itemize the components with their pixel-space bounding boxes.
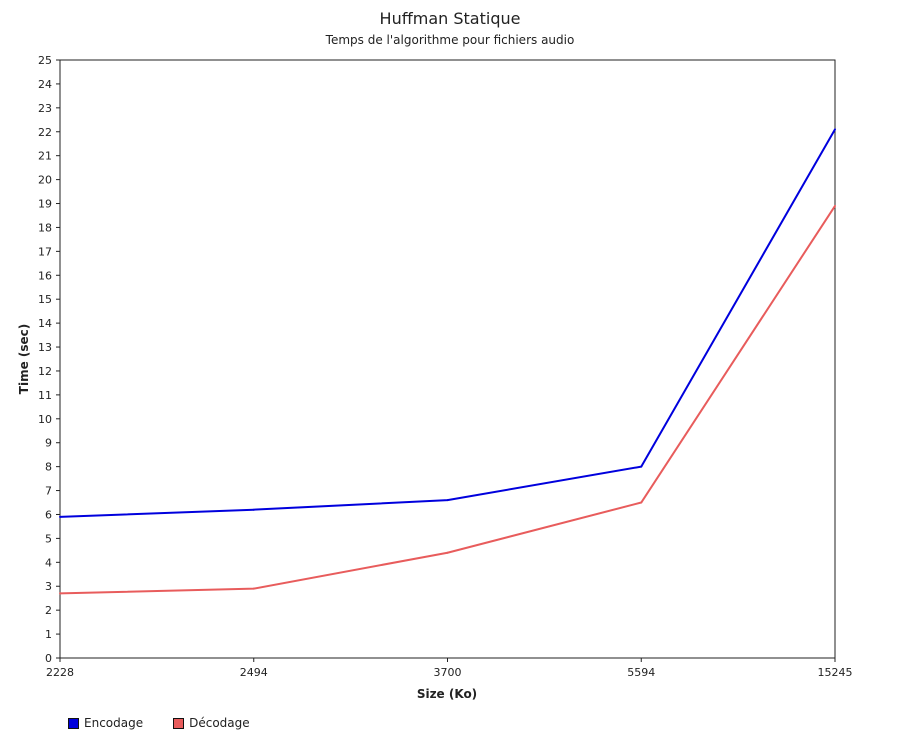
legend-item-encodage[interactable]: Encodage [68,716,143,730]
y-tick-label: 23 [38,102,52,115]
y-tick-label: 5 [45,532,52,545]
legend-swatch-encodage [68,717,79,729]
chart-title: Huffman Statique [380,9,521,28]
data-point[interactable] [446,499,449,502]
y-axis-title: Time (sec) [17,324,31,394]
y-tick-label: 21 [38,150,52,163]
chart-subtitle: Temps de l'algorithme pour fichiers audi… [325,33,575,47]
legend-item-decodage[interactable]: Décodage [173,716,250,730]
y-tick-label: 1 [45,628,52,641]
legend-label-decodage: Décodage [189,716,250,730]
x-tick-label: 3700 [434,666,462,679]
x-axis: 2228 2494 3700 5594 15245 [46,658,853,679]
data-point[interactable] [834,128,836,131]
series-line-1[interactable] [59,205,836,595]
y-tick-label: 19 [38,198,52,211]
plot-frame [59,59,836,659]
y-tick-label: 18 [38,221,52,234]
data-point[interactable] [446,551,449,554]
legend-swatch-decodage [173,717,185,729]
y-tick-label: 11 [38,389,52,402]
y-tick-label: 12 [38,365,52,378]
x-tick-label: 2228 [46,666,74,679]
y-axis: 0123456789101112131415161718192021222324… [38,54,60,665]
y-tick-label: 0 [45,652,52,665]
series-line-0[interactable] [59,128,836,518]
y-tick-label: 9 [45,437,52,450]
y-tick-label: 10 [38,413,52,426]
y-tick-label: 14 [38,317,52,330]
data-point[interactable] [834,204,836,207]
y-tick-label: 6 [45,508,52,521]
y-tick-label: 15 [38,293,52,306]
y-tick-label: 4 [45,556,52,569]
data-point[interactable] [640,465,643,468]
data-point[interactable] [640,501,643,504]
y-tick-label: 3 [45,580,52,593]
y-tick-label: 25 [38,54,52,67]
y-tick-label: 22 [38,126,52,139]
y-tick-label: 17 [38,245,52,258]
data-point[interactable] [252,508,255,511]
y-tick-label: 13 [38,341,52,354]
y-tick-label: 20 [38,174,52,187]
data-point[interactable] [59,515,61,518]
x-tick-label: 5594 [627,666,655,679]
legend-label-encodage: Encodage [84,716,144,730]
y-tick-label: 8 [45,461,52,474]
legend: Encodage Décodage [68,716,250,730]
x-axis-title: Size (Ko) [417,687,477,701]
series-lines [59,128,836,595]
y-tick-label: 7 [45,485,52,498]
y-tick-label: 16 [38,269,52,282]
x-tick-label: 2494 [240,666,268,679]
y-tick-label: 24 [38,78,52,91]
data-point[interactable] [59,592,61,595]
y-tick-label: 2 [45,604,52,617]
data-point[interactable] [252,587,255,590]
x-tick-label: 15245 [818,666,853,679]
